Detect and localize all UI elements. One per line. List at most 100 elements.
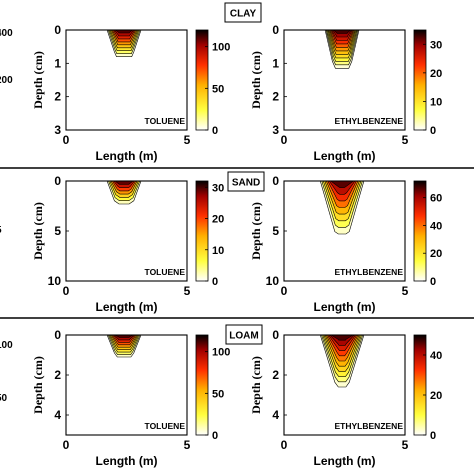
colorbar: 0 10 20 30 — [413, 29, 442, 137]
axes-frame — [283, 29, 406, 131]
x-tick-label: 5 — [402, 284, 409, 298]
y-tick-label: 0 — [272, 23, 279, 37]
y-axis-label: Depth (cm) — [31, 356, 45, 414]
panel-sand-ethylbenzene: 0 5 0 5 10 Length (m) Depth (cm) ETHYLBENZENE 0 2… — [249, 174, 442, 314]
x-tick-label: 5 — [184, 284, 191, 298]
colorbar-gradient — [413, 180, 427, 282]
colorbar-tick-label: 50 — [212, 83, 224, 95]
x-tick-label: 0 — [63, 284, 70, 298]
colorbar-gradient — [195, 334, 209, 436]
colorbar-tick-label: 20 — [430, 390, 442, 402]
x-axis-label: Length (m) — [314, 454, 376, 468]
colorbar-tick-label: 40 — [430, 350, 442, 362]
y-axis-label: Depth (cm) — [249, 202, 263, 260]
colorbar: 0 50 100 — [195, 334, 230, 442]
colorbar-tick-label: 20 — [212, 214, 224, 226]
cropped-tick-label: 200 — [0, 75, 13, 86]
y-axis-label: Depth (cm) — [249, 51, 263, 109]
colorbar-tick-label: 100 — [212, 42, 230, 54]
y-tick-label: 2 — [54, 90, 61, 104]
row-separators — [0, 167, 474, 319]
section-label: SAND — [232, 178, 260, 189]
colorbar-tick-label: 0 — [212, 430, 218, 442]
compound-label: ETHYLBENZENE — [335, 421, 404, 431]
y-tick-label: 10 — [266, 274, 280, 288]
x-axis-label: Length (m) — [314, 149, 376, 163]
colorbar-tick-label: 60 — [430, 193, 442, 205]
y-tick-label: 3 — [54, 123, 61, 137]
x-tick-label: 0 — [281, 438, 288, 452]
compound-label: ETHYLBENZENE — [335, 267, 404, 277]
y-tick-label: 0 — [272, 174, 279, 188]
section-label-box — [224, 2, 262, 23]
y-tick-label: 4 — [272, 408, 279, 422]
panel-loam-ethylbenzene: 0 5 0 2 4 Length (m) Depth (cm) ETHYLBENZENE 0 20… — [249, 328, 442, 468]
colorbar-tick-label: 0 — [212, 125, 218, 137]
colorbar-tick-label: 50 — [212, 388, 224, 400]
panel-clay-ethylbenzene: 0 5 0 1 2 3 Length (m) Depth (cm) ETHYLBENZENE 0 1… — [249, 23, 442, 163]
x-tick-label: 0 — [63, 133, 70, 147]
x-tick-label: 5 — [184, 438, 191, 452]
y-tick-label: 3 — [272, 123, 279, 137]
colorbar-tick-label: 0 — [430, 430, 436, 442]
x-tick-label: 0 — [63, 438, 70, 452]
y-tick-label: 1 — [54, 56, 61, 70]
colorbar-tick-label: 30 — [430, 39, 442, 51]
y-tick-label: 2 — [272, 368, 279, 382]
y-axis-label: Depth (cm) — [249, 356, 263, 414]
section-label: LOAM — [229, 331, 258, 342]
compound-label: TOLUENE — [145, 267, 186, 277]
compound-label: TOLUENE — [145, 421, 186, 431]
y-tick-label: 0 — [54, 328, 61, 342]
x-tick-label: 5 — [402, 438, 409, 452]
x-tick-label: 0 — [281, 284, 288, 298]
y-tick-label: 0 — [272, 328, 279, 342]
axes-frame — [65, 334, 188, 436]
colorbar-gradient — [413, 29, 427, 131]
cropped-tick-label: 100 — [0, 340, 13, 351]
x-axis-label: Length (m) — [96, 149, 158, 163]
colorbar: 0 10 20 30 — [195, 180, 224, 288]
y-axis-label: Depth (cm) — [31, 202, 45, 260]
section-label: CLAY — [230, 9, 257, 20]
colorbar-tick-label: 40 — [430, 220, 442, 232]
x-axis-label: Length (m) — [314, 300, 376, 314]
colorbar: 0 50 100 — [195, 29, 230, 137]
colorbar-gradient — [195, 180, 209, 282]
cropped-left-labels: 400 200 5 100 50 — [0, 28, 13, 404]
y-tick-label: 0 — [54, 23, 61, 37]
axes-frame — [65, 29, 188, 131]
y-tick-label: 4 — [54, 408, 61, 422]
y-tick-label: 5 — [54, 224, 61, 238]
colorbar-gradient — [413, 334, 427, 436]
x-axis-label: Length (m) — [96, 454, 158, 468]
colorbar-tick-label: 20 — [430, 248, 442, 260]
section-label-box — [225, 324, 263, 345]
colorbar: 0 20 40 — [413, 334, 442, 442]
x-tick-label: 5 — [402, 133, 409, 147]
colorbar: 0 20 40 60 — [413, 180, 442, 288]
x-axis-label: Length (m) — [96, 300, 158, 314]
colorbar-tick-label: 0 — [212, 276, 218, 288]
colorbar-tick-label: 10 — [430, 96, 442, 108]
colorbar-tick-label: 30 — [212, 182, 224, 194]
x-tick-label: 0 — [281, 133, 288, 147]
y-tick-label: 2 — [272, 90, 279, 104]
colorbar-tick-label: 20 — [430, 68, 442, 80]
colorbar-tick-label: 0 — [430, 125, 436, 137]
colorbar-tick-label: 0 — [430, 276, 436, 288]
cropped-tick-label: 50 — [0, 393, 8, 404]
compound-label: TOLUENE — [145, 116, 186, 126]
colorbar-tick-label: 10 — [212, 245, 224, 257]
y-tick-label: 10 — [48, 274, 62, 288]
y-tick-label: 5 — [272, 224, 279, 238]
y-tick-label: 0 — [54, 174, 61, 188]
section-labels: CLAY SAND LOAM — [224, 2, 265, 345]
colorbar-gradient — [195, 29, 209, 131]
cropped-tick-label: 5 — [0, 225, 2, 236]
